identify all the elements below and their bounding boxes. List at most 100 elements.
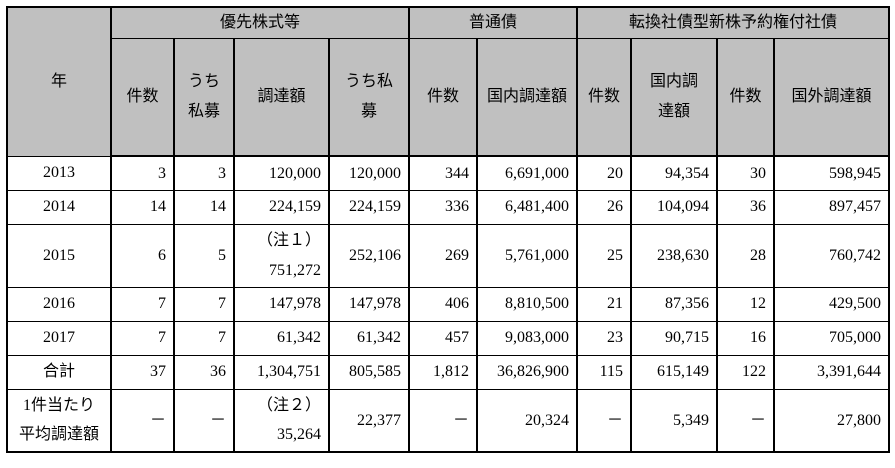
data-cell: 9,083,000 [476,320,578,356]
data-cell: 429,500 [773,286,890,322]
data-cell: 7 [110,286,175,322]
data-cell: 457 [408,320,478,356]
data-cell: 147,978 [328,286,410,322]
table-row: 2014 14 14 224,159 224,159 336 6,481,400 26 104,… [6,189,890,225]
data-cell: 87,356 [630,286,718,322]
data-cell: 25 [576,223,632,288]
col-header-preferred-private-amount: うち私 募 [328,37,410,158]
data-cell: 6,481,400 [476,189,578,225]
data-cell: 224,159 [328,189,410,225]
data-cell: 6,691,000 [476,155,578,191]
data-cell: 27,800 [773,388,890,453]
year-cell: 2015 [6,223,112,288]
data-cell: 61,342 [233,320,330,356]
data-cell: 3 [110,155,175,191]
data-cell: 344 [408,155,478,191]
data-cell: － [576,388,632,453]
data-cell: － [408,388,478,453]
year-cell: 1件当たり 平均調達額 [6,388,112,453]
data-cell: 3,391,644 [773,354,890,390]
data-cell: 1,812 [408,354,478,390]
data-cell: 36 [716,189,775,225]
data-cell: 120,000 [233,155,330,191]
col-header-preferred-count: 件数 [110,37,175,158]
data-cell: 760,742 [773,223,890,288]
data-cell: 14 [110,189,175,225]
data-cell: 23 [576,320,632,356]
data-cell: 28 [716,223,775,288]
data-cell: 1,304,751 [233,354,330,390]
data-cell: 147,978 [233,286,330,322]
data-cell: 36,826,900 [476,354,578,390]
group-header-straight-bonds: 普通債 [408,6,578,39]
data-cell: － [110,388,175,453]
data-cell: 122 [716,354,775,390]
data-cell: 6 [110,223,175,288]
data-cell: 120,000 [328,155,410,191]
data-cell: 238,630 [630,223,718,288]
data-cell: 5,761,000 [476,223,578,288]
data-cell: 5,349 [630,388,718,453]
table-row: 1件当たり 平均調達額－－（注２） 35,264 22,377 － 20,324 － 5,… [6,388,890,453]
data-cell: （注２） 35,264 [233,388,330,453]
year-cell: 2017 [6,320,112,356]
data-cell: 7 [173,286,235,322]
group-header-preferred-stock: 優先株式等 [110,6,410,39]
group-header-row: 年 優先株式等 普通債 転換社債型新株予約権付社債 [6,6,890,157]
data-cell: 36 [173,354,235,390]
sub-header-row: 件数 うち 私募 調達額 うち私 募 件数 国内調達額 件数 国内調 達額 件数… [7,37,890,158]
data-cell: 252,106 [328,223,410,288]
table-header: 年 優先株式等 普通債 転換社債型新株予約権付社債 件数 うち 私募 調達額 う… [6,6,890,158]
page: 年 優先株式等 普通債 転換社債型新株予約権付社債 件数 うち 私募 調達額 う… [6,6,890,454]
data-cell: 22,377 [328,388,410,453]
data-cell: 104,094 [630,189,718,225]
year-cell: 2013 [6,155,112,191]
data-cell: 336 [408,189,478,225]
col-header-cb-domestic-count: 件数 [576,37,632,158]
data-cell: 897,457 [773,189,890,225]
data-cell: － [173,388,235,453]
data-cell: 14 [173,189,235,225]
col-header-bond-count: 件数 [408,37,478,158]
col-header-preferred-amount: 調達額 [233,37,330,158]
data-cell: 8,810,500 [476,286,578,322]
data-cell: 30 [716,155,775,191]
data-cell: 805,585 [328,354,410,390]
table-body: 2013 3 3 120,000 120,000 344 6,691,000 20 94,354… [6,155,890,453]
data-cell: 90,715 [630,320,718,356]
data-cell: 16 [716,320,775,356]
data-cell: 5 [173,223,235,288]
group-header-convertible-bonds: 転換社債型新株予約権付社債 [576,6,890,39]
table-row: 2013 3 3 120,000 120,000 344 6,691,000 20 94,354… [6,155,890,191]
data-cell: 224,159 [233,189,330,225]
data-cell: 94,354 [630,155,718,191]
data-cell: 20 [576,155,632,191]
data-cell: 115 [576,354,632,390]
year-header-cell: 年 [6,6,112,157]
data-cell: 705,000 [773,320,890,356]
data-cell: 598,945 [773,155,890,191]
year-cell: 合計 [6,354,112,390]
data-cell: 37 [110,354,175,390]
data-cell: 615,149 [630,354,718,390]
data-cell: 21 [576,286,632,322]
col-header-preferred-private-count: うち 私募 [173,37,235,158]
data-cell: 26 [576,189,632,225]
data-cell: 3 [173,155,235,191]
year-cell: 2016 [6,286,112,322]
table-row: 合計 37 36 1,304,751 805,585 1,812 36,826,900 115… [6,354,890,390]
funding-data-table: 年 優先株式等 普通債 転換社債型新株予約権付社債 件数 うち 私募 調達額 う… [6,6,890,454]
data-cell: 7 [110,320,175,356]
table-row: 2016 7 7 147,978 147,978 406 8,810,500 21 87,356… [6,286,890,322]
data-cell: 406 [408,286,478,322]
data-cell: （注１） 751,272 [233,223,330,288]
year-cell: 2014 [6,189,112,225]
data-cell: 7 [173,320,235,356]
col-header-cb-domestic-amount: 国内調 達額 [630,37,718,158]
data-cell: 12 [716,286,775,322]
table-row: 2017 7 7 61,342 61,342 457 9,083,000 23 90,715 16… [6,320,890,356]
data-cell: 269 [408,223,478,288]
table-row: 2015 6 5 （注１） 751,272 252,106 269 5,761,000 25 2… [6,223,890,288]
col-header-cb-foreign-count: 件数 [716,37,775,158]
data-cell: 61,342 [328,320,410,356]
